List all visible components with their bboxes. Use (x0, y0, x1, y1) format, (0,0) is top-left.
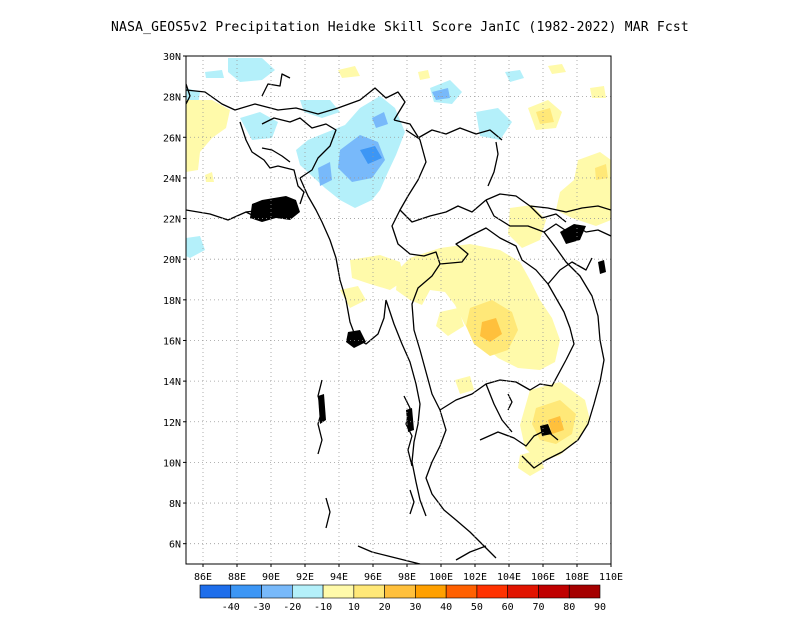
lon-tick-label: 94E (330, 572, 348, 583)
colorbar-label: 90 (594, 602, 606, 613)
lon-tick-label: 108E (565, 572, 589, 583)
colorbar-swatch (322, 584, 355, 599)
colorbar-label: 80 (563, 602, 575, 613)
lon-tick-label: 104E (497, 572, 521, 583)
colorbar-label: 70 (532, 602, 544, 613)
colorbar-swatch (230, 584, 262, 599)
colorbar-label: 10 (348, 602, 360, 613)
lat-tick-label: 6N (169, 540, 181, 551)
colorbar-label: 20 (379, 602, 391, 613)
lat-tick-label: 18N (163, 296, 181, 307)
map-title: NASA_GEOS5v2 Precipitation Heidke Skill … (111, 20, 689, 35)
colorbar-swatch (445, 584, 478, 599)
lon-tick-label: 106E (531, 572, 555, 583)
colorbar-label: 60 (502, 602, 514, 613)
lon-tick-label: 88E (228, 572, 246, 583)
colorbar-label: 50 (471, 602, 483, 613)
colorbar-label: -20 (283, 602, 301, 613)
grid-lines (186, 56, 611, 564)
lon-tick-label: 90E (262, 572, 280, 583)
positive-skill-regions-30 (480, 318, 564, 434)
colorbar-swatch (199, 584, 232, 599)
lat-tick-label: 24N (163, 174, 181, 185)
lon-tick-label: 96E (364, 572, 382, 583)
colorbar-swatch (292, 584, 324, 599)
colorbar-swatch (415, 584, 447, 599)
lat-tick-label: 20N (163, 255, 181, 266)
lon-tick-label: 100E (429, 572, 453, 583)
lat-tick-label: 26N (163, 133, 181, 144)
colorbar-label: -30 (253, 602, 271, 613)
lat-tick-label: 10N (163, 458, 181, 469)
colorbar-swatch (261, 584, 293, 599)
colorbar-label: 30 (409, 602, 421, 613)
lon-tick-label: 110E (599, 572, 623, 583)
lon-tick-label: 86E (194, 572, 212, 583)
lat-tick-label: 28N (163, 93, 181, 104)
colorbar-label: -40 (222, 602, 240, 613)
colorbar: -40 -30 -20 -10 10 20 30 40 50 60 70 80 90 (199, 584, 606, 613)
colorbar-swatch (568, 584, 601, 599)
colorbar-swatch (384, 584, 416, 599)
colorbar-swatch (353, 584, 385, 599)
lat-tick-label: 8N (169, 499, 181, 510)
lat-tick-label: 12N (163, 418, 181, 429)
longitude-labels: 86E 88E 90E 92E 94E 96E 98E 100E 102E 104E 106E 108… (194, 564, 623, 583)
colorbar-label: 40 (440, 602, 452, 613)
lat-tick-label: 22N (163, 215, 181, 226)
colorbar-swatch (538, 584, 570, 599)
lat-tick-label: 14N (163, 377, 181, 388)
negative-skill-regions-30 (360, 146, 382, 164)
lon-tick-label: 98E (398, 572, 416, 583)
plot-frame (185, 55, 612, 565)
lon-tick-label: 92E (296, 572, 314, 583)
skill-shading (186, 58, 611, 476)
lon-tick-label: 102E (463, 572, 487, 583)
latitude-labels: 6N 8N 10N 12N 14N 16N 18N 20N 22N 24N 26N 28N 30N (163, 52, 186, 551)
colorbar-label: -10 (314, 602, 332, 613)
colorbar-swatch (507, 584, 539, 599)
lat-tick-label: 30N (163, 52, 181, 63)
colorbar-swatch (476, 584, 508, 599)
lat-tick-label: 16N (163, 336, 181, 347)
coastal-detail (250, 196, 606, 436)
